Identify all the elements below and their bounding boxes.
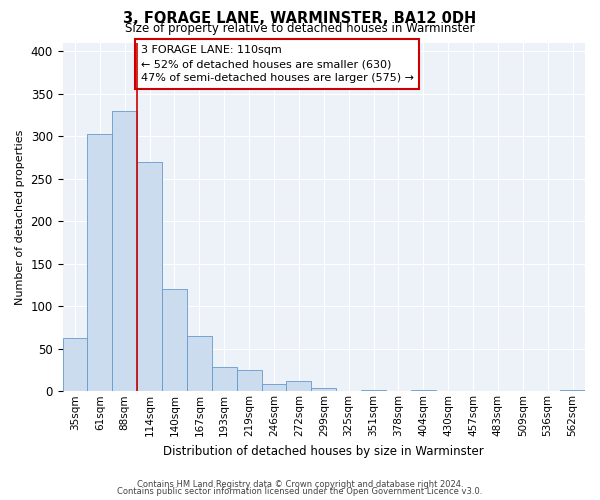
Bar xyxy=(62,338,88,392)
Text: Contains HM Land Registry data © Crown copyright and database right 2024.: Contains HM Land Registry data © Crown c… xyxy=(137,480,463,489)
Bar xyxy=(236,370,262,392)
Bar xyxy=(560,390,585,392)
Text: Size of property relative to detached houses in Warminster: Size of property relative to detached ho… xyxy=(125,22,475,35)
Bar xyxy=(162,289,187,392)
Bar xyxy=(262,384,286,392)
Bar xyxy=(212,366,236,392)
Bar xyxy=(361,390,386,392)
Bar xyxy=(286,381,311,392)
Bar xyxy=(137,162,162,392)
Y-axis label: Number of detached properties: Number of detached properties xyxy=(15,129,25,304)
Bar xyxy=(311,388,336,392)
Text: Contains public sector information licensed under the Open Government Licence v3: Contains public sector information licen… xyxy=(118,488,482,496)
Bar xyxy=(187,336,212,392)
Bar xyxy=(411,390,436,392)
Bar xyxy=(88,134,112,392)
Bar xyxy=(112,110,137,392)
Text: 3, FORAGE LANE, WARMINSTER, BA12 0DH: 3, FORAGE LANE, WARMINSTER, BA12 0DH xyxy=(124,11,476,26)
X-axis label: Distribution of detached houses by size in Warminster: Distribution of detached houses by size … xyxy=(163,444,484,458)
Text: 3 FORAGE LANE: 110sqm
← 52% of detached houses are smaller (630)
47% of semi-det: 3 FORAGE LANE: 110sqm ← 52% of detached … xyxy=(141,45,414,83)
